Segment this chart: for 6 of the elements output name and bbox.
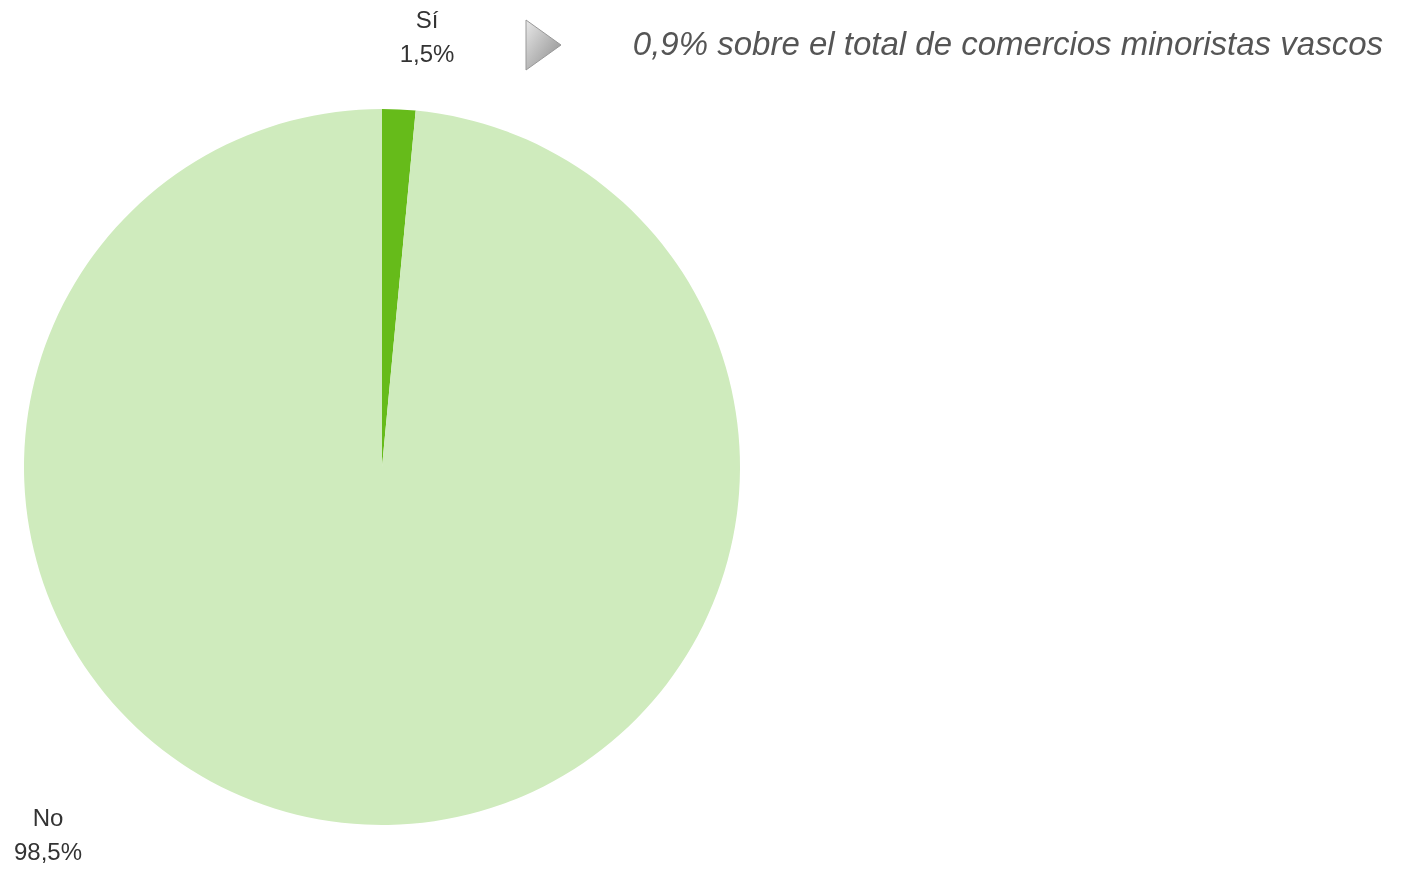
slice-label: Sí [415, 6, 439, 33]
slice-label: No [32, 804, 64, 831]
data-label: 1,5% [399, 40, 455, 67]
pie-slice [24, 109, 740, 825]
data-label: 98,5% [13, 838, 83, 865]
text: 0,9% sobre el total de comercios minoristas vascos [632, 25, 1383, 62]
